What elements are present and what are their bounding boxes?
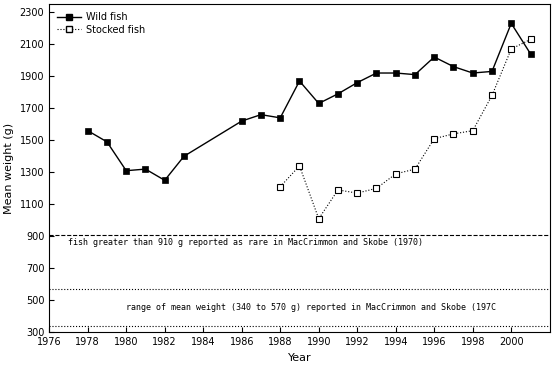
Text: range of mean weight (340 to 570 g) reported in MacCrimmon and Skobe (197C: range of mean weight (340 to 570 g) repo… bbox=[126, 303, 496, 312]
Y-axis label: Mean weight (g): Mean weight (g) bbox=[4, 123, 14, 214]
Legend: Wild fish, Stocked fish: Wild fish, Stocked fish bbox=[54, 9, 148, 38]
X-axis label: Year: Year bbox=[288, 353, 311, 363]
Text: fish greater than 910 g reported as rare in MacCrimmon and Skobe (1970): fish greater than 910 g reported as rare… bbox=[69, 238, 424, 247]
